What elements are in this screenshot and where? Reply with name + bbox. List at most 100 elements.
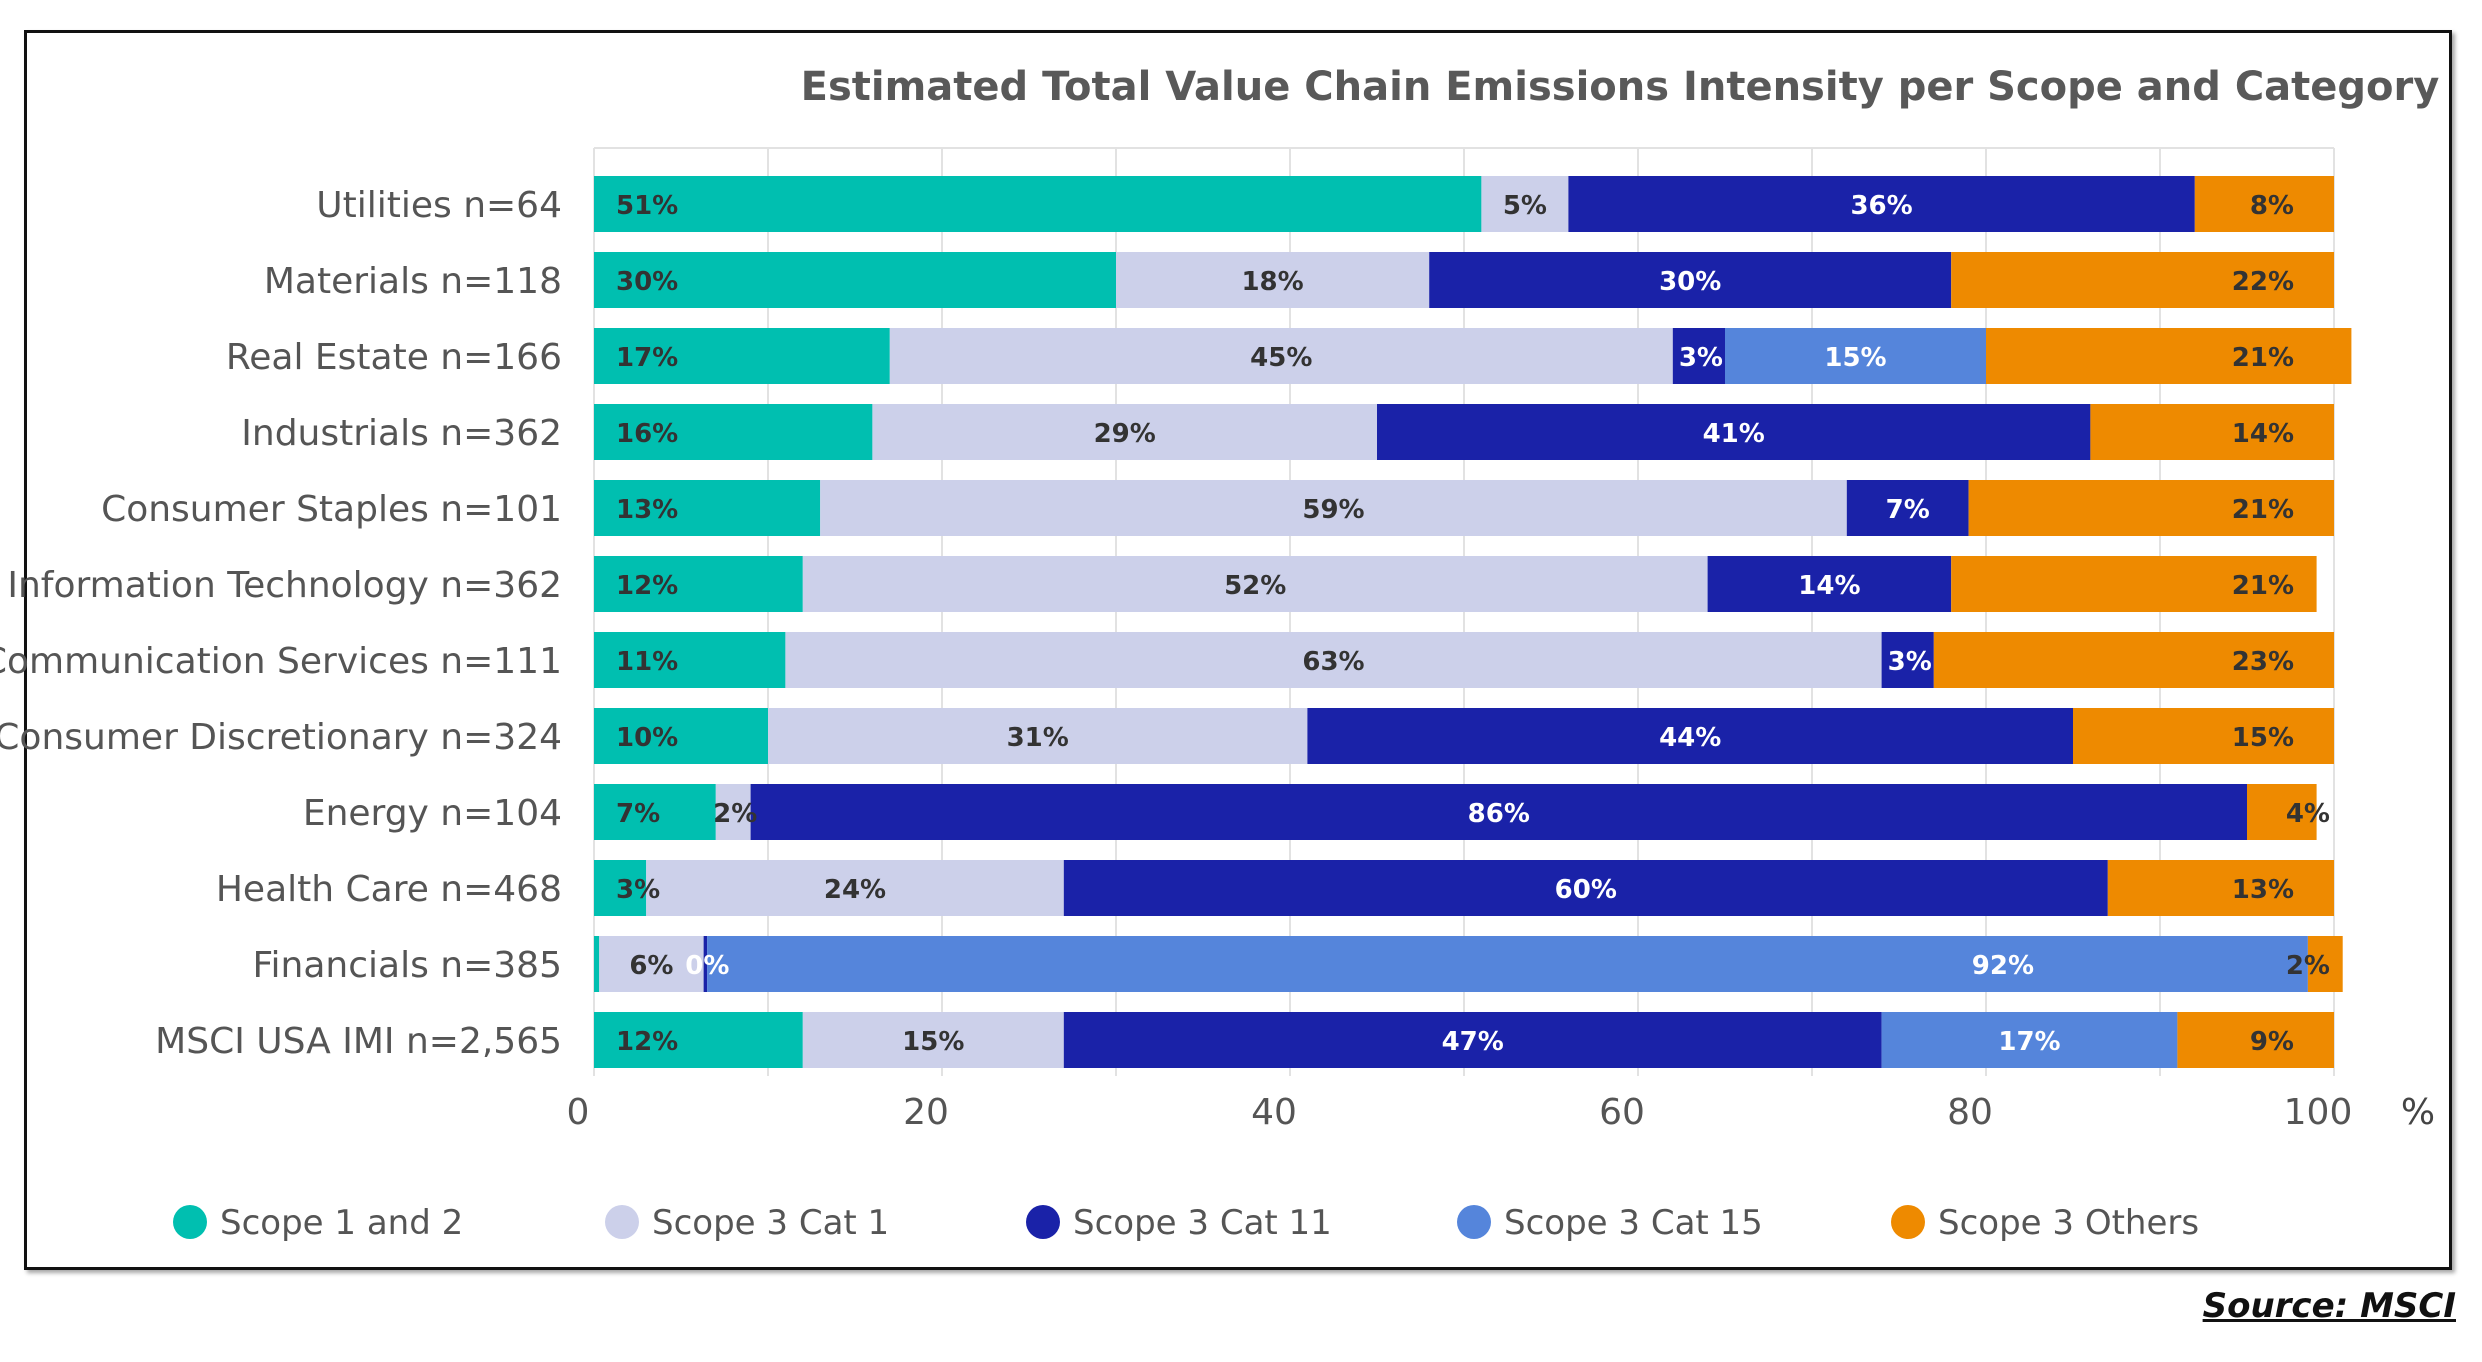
data-label: 3% bbox=[1888, 647, 1932, 677]
legend-item: Scope 1 and 2 bbox=[173, 1203, 463, 1243]
legend-swatch bbox=[1457, 1205, 1491, 1239]
data-label: 92% bbox=[1972, 951, 2034, 981]
bar-segment bbox=[1568, 176, 2195, 232]
bar-segment bbox=[802, 556, 1708, 612]
data-label: 51% bbox=[616, 191, 678, 221]
bar-segment bbox=[1063, 860, 2108, 916]
legend-swatch bbox=[1891, 1205, 1925, 1239]
bar-segment bbox=[1063, 1012, 1882, 1068]
category-label: Industrials n=362 bbox=[241, 413, 562, 454]
data-label: 45% bbox=[1250, 343, 1312, 373]
category-label: Real Estate n=166 bbox=[226, 337, 562, 378]
data-label: 21% bbox=[2232, 495, 2294, 525]
bar-segment bbox=[2073, 708, 2334, 764]
data-label: 18% bbox=[1241, 267, 1303, 297]
data-label: 30% bbox=[1659, 267, 1721, 297]
data-label: 0% bbox=[685, 951, 729, 981]
bar-segment bbox=[1933, 632, 2334, 688]
legend-swatch bbox=[1026, 1205, 1060, 1239]
bar-segment bbox=[1481, 176, 1569, 232]
data-label: 22% bbox=[2232, 267, 2294, 297]
data-label: 47% bbox=[1442, 1027, 1504, 1057]
bar-segment bbox=[2107, 860, 2334, 916]
source-note: Source: MSCI bbox=[2202, 1286, 2456, 1326]
x-tick-label: 0 bbox=[567, 1092, 590, 1133]
data-label: 17% bbox=[616, 343, 678, 373]
data-label: 3% bbox=[1679, 343, 1723, 373]
category-label: Energy n=104 bbox=[303, 793, 562, 834]
bar-segment bbox=[1707, 556, 1952, 612]
data-label: 60% bbox=[1555, 875, 1617, 905]
bar-segment bbox=[872, 404, 1377, 460]
category-label: MSCI USA IMI n=2,565 bbox=[155, 1021, 562, 1062]
bar-segment bbox=[707, 936, 2308, 992]
data-label: 23% bbox=[2232, 647, 2294, 677]
category-label: Utilities n=64 bbox=[316, 185, 562, 226]
bar-segment bbox=[1968, 480, 2334, 536]
chart-title: Estimated Total Value Chain Emissions In… bbox=[801, 64, 2440, 110]
data-label: 7% bbox=[616, 799, 660, 829]
data-label: 30% bbox=[616, 267, 678, 297]
bar-segment bbox=[1672, 328, 1725, 384]
legend-item: Scope 3 Others bbox=[1891, 1203, 2199, 1243]
bar-segment bbox=[750, 784, 2247, 840]
data-label: 7% bbox=[1886, 495, 1930, 525]
data-label: 15% bbox=[902, 1027, 964, 1057]
legend-label: Scope 3 Cat 11 bbox=[1073, 1203, 1332, 1243]
x-tick-label: 100 bbox=[2284, 1092, 2353, 1133]
legend-label: Scope 3 Others bbox=[1938, 1203, 2199, 1243]
bar-segment bbox=[594, 480, 821, 536]
legend-label: Scope 3 Cat 15 bbox=[1504, 1203, 1763, 1243]
data-label: 14% bbox=[2232, 419, 2294, 449]
data-label: 63% bbox=[1302, 647, 1364, 677]
data-label: 13% bbox=[2232, 875, 2294, 905]
category-label: Consumer Staples n=101 bbox=[101, 489, 562, 530]
data-label: 29% bbox=[1094, 419, 1156, 449]
category-labels: Utilities n=64 Materials n=118 Real Estate… bbox=[0, 185, 562, 1062]
bar-segment bbox=[889, 328, 1673, 384]
bar-segment bbox=[2194, 176, 2334, 232]
bar-segment bbox=[594, 252, 1116, 308]
data-label: 5% bbox=[1503, 191, 1547, 221]
data-label: 2% bbox=[713, 799, 757, 829]
bar-segment bbox=[594, 176, 1482, 232]
data-label: 59% bbox=[1302, 495, 1364, 525]
data-label: 31% bbox=[1007, 723, 1069, 753]
bar-segment bbox=[594, 936, 600, 992]
bar-segment bbox=[802, 1012, 1064, 1068]
data-label: 10% bbox=[616, 723, 678, 753]
data-label: 12% bbox=[616, 1027, 678, 1057]
category-label: Financials n=385 bbox=[252, 945, 562, 986]
legend-item: Scope 3 Cat 1 bbox=[605, 1203, 889, 1243]
bar-segment bbox=[594, 708, 768, 764]
bar-segment bbox=[768, 708, 1308, 764]
legend-swatch bbox=[173, 1205, 207, 1239]
data-label: 2% bbox=[2286, 951, 2330, 981]
legend-label: Scope 3 Cat 1 bbox=[652, 1203, 889, 1243]
legend-item: Scope 3 Cat 11 bbox=[1026, 1203, 1332, 1243]
data-label: 14% bbox=[1798, 571, 1860, 601]
bar-segment bbox=[594, 860, 647, 916]
data-label: 8% bbox=[2250, 191, 2294, 221]
category-label: Consumer Discretionary n=324 bbox=[0, 717, 562, 758]
data-label: 3% bbox=[616, 875, 660, 905]
legend-item: Scope 3 Cat 15 bbox=[1457, 1203, 1763, 1243]
data-label: 41% bbox=[1703, 419, 1765, 449]
bar-segment bbox=[1429, 252, 1952, 308]
x-tick-label: 60 bbox=[1599, 1092, 1645, 1133]
data-label: 52% bbox=[1224, 571, 1286, 601]
data-label: 15% bbox=[2232, 723, 2294, 753]
x-tick-label: 80 bbox=[1947, 1092, 1993, 1133]
bar-segment bbox=[594, 404, 873, 460]
data-label: 21% bbox=[2232, 343, 2294, 373]
category-label: Materials n=118 bbox=[264, 261, 562, 302]
data-label: 44% bbox=[1659, 723, 1721, 753]
data-label: 9% bbox=[2250, 1027, 2294, 1057]
bar-segment bbox=[1881, 1012, 2178, 1068]
bar-segment bbox=[1846, 480, 1969, 536]
bar-segment bbox=[2247, 784, 2317, 840]
legend: Scope 1 and 2 Scope 3 Cat 1 Scope 3 Cat 11… bbox=[173, 1203, 2199, 1243]
data-label: 11% bbox=[616, 647, 678, 677]
bar-segment bbox=[1951, 556, 2317, 612]
